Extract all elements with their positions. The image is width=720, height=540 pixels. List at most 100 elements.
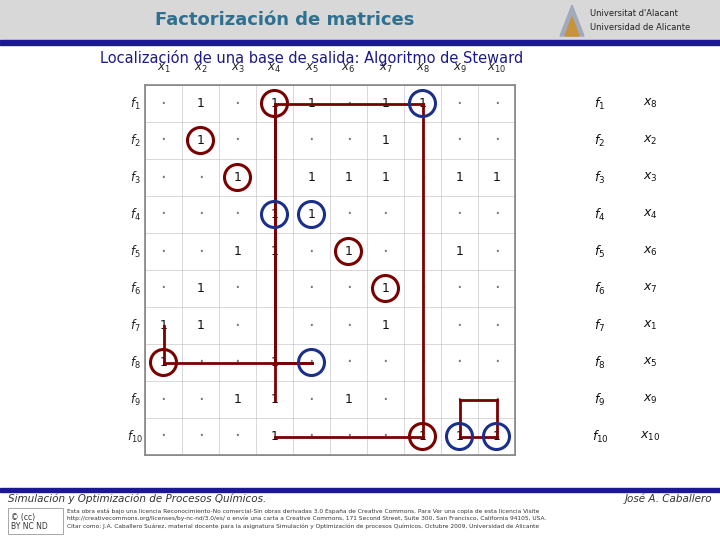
Text: 1: 1 [307,208,315,221]
Text: ·: · [420,280,426,298]
Text: ·: · [382,428,388,445]
Text: $x_{2}$: $x_{2}$ [194,62,207,75]
Text: $f_{10}$: $f_{10}$ [592,428,608,444]
Text: 1: 1 [271,430,279,443]
Text: 1: 1 [160,356,168,369]
Text: Simulación y Optimización de Procesos Químicos.: Simulación y Optimización de Procesos Qu… [8,494,266,504]
Bar [0,0,720,40]
Text: 1: 1 [382,319,390,332]
Text: ·: · [382,390,388,408]
Text: $x_{8}$: $x_{8}$ [643,97,657,110]
Text: Universidad de Alicante: Universidad de Alicante [590,23,690,31]
Text: 1: 1 [382,171,390,184]
Text: 1: 1 [233,393,241,406]
Text: ·: · [346,428,351,445]
Text: ·: · [346,94,351,112]
Text: 1: 1 [382,134,390,147]
Text: 1: 1 [456,171,464,184]
Text: ·: · [346,132,351,150]
Text: ·: · [309,316,315,334]
Text: © (cc): © (cc) [11,513,35,522]
Bar [0,40,720,45]
Text: ·: · [235,428,240,445]
Text: $f_{10}$: $f_{10}$ [127,428,143,444]
Text: ·: · [420,206,426,224]
Text: $f_{9}$: $f_{9}$ [595,392,606,408]
Text: 1: 1 [197,319,204,332]
Text: 1: 1 [197,97,204,110]
Text: ·: · [161,94,166,112]
Text: $x_{1}$: $x_{1}$ [643,319,657,332]
Text: ·: · [161,242,166,260]
Text: 1: 1 [456,430,464,443]
Text: ·: · [161,280,166,298]
Text: $f_{4}$: $f_{4}$ [130,206,140,222]
Text: $x_{6}$: $x_{6}$ [341,62,356,75]
Text: Universitat d'Alacant: Universitat d'Alacant [590,9,678,17]
Text: ·: · [271,280,277,298]
Text: ·: · [161,168,166,186]
Text: ·: · [271,316,277,334]
Text: 1: 1 [197,282,204,295]
Text: ·: · [309,390,315,408]
Text: ·: · [271,168,277,186]
Text: 1: 1 [418,97,426,110]
Text: $x_{10}$: $x_{10}$ [640,430,660,443]
Text: 1: 1 [271,356,279,369]
Text: $x_{4}$: $x_{4}$ [268,62,282,75]
Text: ·: · [420,390,426,408]
Text: $f_{6}$: $f_{6}$ [130,280,140,296]
Text: ·: · [456,354,462,372]
Text: $f_{9}$: $f_{9}$ [130,392,140,408]
Text: ·: · [161,206,166,224]
Text: 1: 1 [307,171,315,184]
Text: ·: · [235,132,240,150]
Text: ·: · [346,354,351,372]
Text: ·: · [456,316,462,334]
Text: ·: · [494,316,500,334]
Text: BY NC ND: BY NC ND [11,522,48,531]
Text: ·: · [456,206,462,224]
Text: ·: · [161,428,166,445]
Text: $x_{7}$: $x_{7}$ [643,282,657,295]
Text: $f_{1}$: $f_{1}$ [595,96,606,112]
Text: 1: 1 [233,171,241,184]
Text: $x_{9}$: $x_{9}$ [453,62,467,75]
Text: $f_{7}$: $f_{7}$ [130,318,140,334]
Text: $f_{3}$: $f_{3}$ [130,170,140,186]
Text: ·: · [456,390,462,408]
Text: Esta obra está bajo una licencia Reconocimiento-No comercial-Sin obras derivadas: Esta obra está bajo una licencia Reconoc… [67,508,546,529]
Text: ·: · [382,354,388,372]
Text: ·: · [420,132,426,150]
Text: ·: · [235,94,240,112]
Text: ·: · [346,316,351,334]
Text: ·: · [494,390,500,408]
Text: ·: · [456,94,462,112]
Text: 1: 1 [345,245,352,258]
Text: ·: · [456,280,462,298]
Text: $f_{2}$: $f_{2}$ [130,132,140,149]
Text: $x_{1}$: $x_{1}$ [157,62,171,75]
Text: ·: · [382,206,388,224]
Text: ·: · [494,354,500,372]
Text: ·: · [346,280,351,298]
Text: 1: 1 [197,134,204,147]
Text: ·: · [197,206,203,224]
Text: 1: 1 [492,430,500,443]
Text: $f_{2}$: $f_{2}$ [595,132,606,149]
Text: ·: · [197,428,203,445]
Text: ·: · [309,242,315,260]
Text: $f_{5}$: $f_{5}$ [130,244,140,260]
Text: Localización de una base de salida: Algoritmo de Steward: Localización de una base de salida: Algo… [100,50,523,66]
Text: ·: · [494,280,500,298]
Text: 1: 1 [456,245,464,258]
Text: 1: 1 [271,245,279,258]
Text: ·: · [420,316,426,334]
Text: $f_{7}$: $f_{7}$ [595,318,606,334]
Text: ·: · [309,428,315,445]
Bar [0,488,720,492]
Text: $x_{6}$: $x_{6}$ [643,245,657,258]
Text: ·: · [235,280,240,298]
Text: ·: · [197,354,203,372]
Text: José A. Caballero: José A. Caballero [624,494,712,504]
